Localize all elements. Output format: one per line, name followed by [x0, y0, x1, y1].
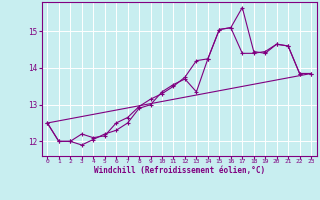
- X-axis label: Windchill (Refroidissement éolien,°C): Windchill (Refroidissement éolien,°C): [94, 166, 265, 175]
